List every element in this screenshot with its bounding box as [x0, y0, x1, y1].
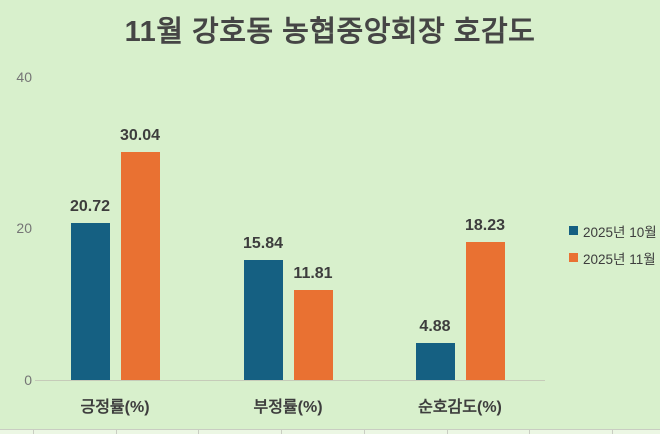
chart-title: 11월 강호동 농협중앙회장 호감도 [124, 16, 536, 48]
y-tick-20: 20 [16, 220, 32, 237]
sheet-gridline-4 [281, 430, 283, 434]
bar-series2-cat1 [120, 152, 160, 380]
sheet-gridline-8 [611, 430, 613, 434]
legend-label: 2025년 10월 [583, 224, 657, 240]
legend-label: 2025년 11월 [583, 251, 656, 267]
x-category-label-1: 긍정률(%) [80, 399, 150, 416]
bar-value-label-series1-cat1: 20.72 [69, 197, 111, 215]
sheet-gridline-6 [446, 430, 448, 434]
sheet-gridline-5 [363, 430, 365, 434]
sheet-gridline-7 [529, 430, 531, 434]
sheet-gridline-1 [33, 430, 34, 434]
bar-value-label-series2-cat1: 30.04 [119, 127, 161, 145]
legend-item-1: 2025년 10월 [569, 222, 657, 240]
sheet-gridline-2 [115, 430, 117, 434]
x-category-label-2: 부정률(%) [253, 399, 323, 416]
sheet-gridline-3 [198, 430, 200, 434]
spreadsheet-cells-strip [0, 429, 660, 434]
y-tick-40: 40 [16, 68, 32, 85]
x-axis-line [35, 380, 545, 381]
bar-series2-cat3 [465, 241, 505, 380]
bar-value-label-series1-cat3: 4.88 [419, 317, 451, 335]
bar-series1-cat2 [243, 259, 283, 380]
y-tick-0: 0 [24, 372, 32, 388]
bar-value-label-series2-cat2: 11.81 [293, 265, 333, 283]
bar-value-label-series2-cat3: 18.23 [464, 216, 506, 234]
x-category-label-3: 순호감도(%) [418, 399, 502, 416]
bar-series2-cat2 [293, 290, 333, 380]
legend-swatch-icon [569, 226, 578, 235]
bar-value-label-series1-cat2: 15.84 [242, 234, 284, 252]
bar-series1-cat1 [70, 222, 110, 380]
legend: 2025년 10월 2025년 11월 [569, 222, 657, 276]
bar-series1-cat3 [415, 342, 455, 380]
legend-item-2: 2025년 11월 [569, 249, 657, 267]
legend-swatch-icon [569, 253, 578, 262]
